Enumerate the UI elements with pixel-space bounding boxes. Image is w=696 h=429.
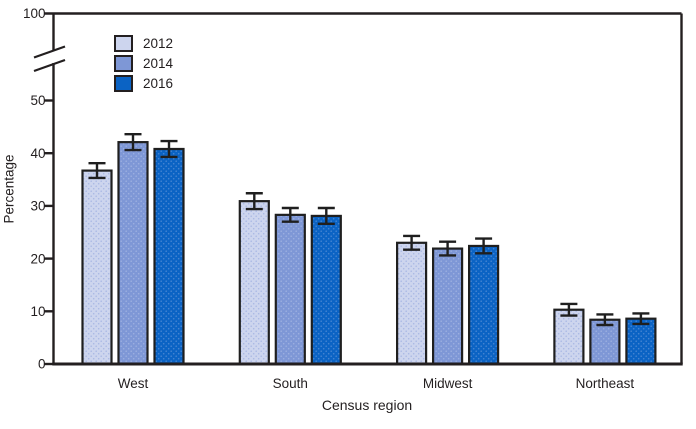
error-bar-south-2014	[281, 206, 299, 223]
error-bar-midwest-2014	[439, 240, 457, 257]
bar-midwest-2016	[468, 244, 500, 366]
y-tick-label-20: 20	[30, 251, 45, 266]
error-bar-west-2014	[124, 133, 142, 152]
y-tick-label-0: 0	[38, 357, 46, 372]
chart-legend: 2012 2014 2016	[114, 33, 173, 93]
error-bar-midwest-2012	[403, 234, 421, 251]
x-axis-title: Census region	[321, 397, 413, 413]
legend-swatch	[114, 34, 133, 52]
axis-break-slash	[33, 58, 66, 73]
legend-swatch	[114, 54, 133, 72]
error-bar-northeast-2014	[596, 313, 614, 327]
legend-label: 2012	[143, 35, 174, 51]
y-tick-label-30: 30	[30, 199, 45, 214]
bar-northeast-2016	[625, 317, 657, 366]
y-axis-title: Percentage	[1, 154, 17, 224]
error-bar-west-2016	[160, 139, 178, 159]
bar-northeast-2014	[589, 318, 621, 366]
y-tick-label-100: 100	[23, 6, 46, 21]
legend-item: 2014	[114, 53, 173, 73]
bar-northeast-2012	[553, 308, 585, 366]
x-category-label-midwest: Midwest	[423, 376, 473, 391]
bar-west-2016	[153, 147, 185, 366]
bar-west-2012	[81, 169, 113, 366]
error-bar-midwest-2016	[475, 237, 493, 255]
legend-item: 2016	[114, 73, 173, 93]
legend-label: 2016	[143, 75, 174, 91]
error-bar-northeast-2012	[560, 302, 578, 317]
x-category-label-south: South	[273, 376, 308, 391]
error-bar-south-2012	[245, 192, 263, 211]
error-bar-west-2012	[88, 162, 106, 180]
bar-south-2016	[310, 214, 342, 366]
axis-break-slash	[33, 45, 66, 59]
y-tick-label-50: 50	[30, 93, 45, 108]
error-bar-south-2016	[317, 206, 335, 226]
legend-swatch	[114, 74, 133, 92]
bar-west-2014	[117, 141, 149, 366]
y-tick-label-10: 10	[30, 304, 45, 319]
bar-south-2012	[238, 200, 270, 366]
bar-midwest-2014	[432, 247, 464, 366]
bar-south-2014	[274, 213, 306, 366]
legend-item: 2012	[114, 33, 173, 53]
axes	[44, 12, 683, 366]
bar-midwest-2012	[396, 241, 428, 366]
x-category-label-west: West	[118, 376, 149, 391]
legend-label: 2014	[143, 55, 174, 71]
x-category-label-northeast: Northeast	[576, 376, 635, 391]
y-tick-label-40: 40	[30, 146, 45, 161]
error-bar-northeast-2016	[632, 312, 650, 326]
axis-break-marks	[33, 45, 66, 73]
